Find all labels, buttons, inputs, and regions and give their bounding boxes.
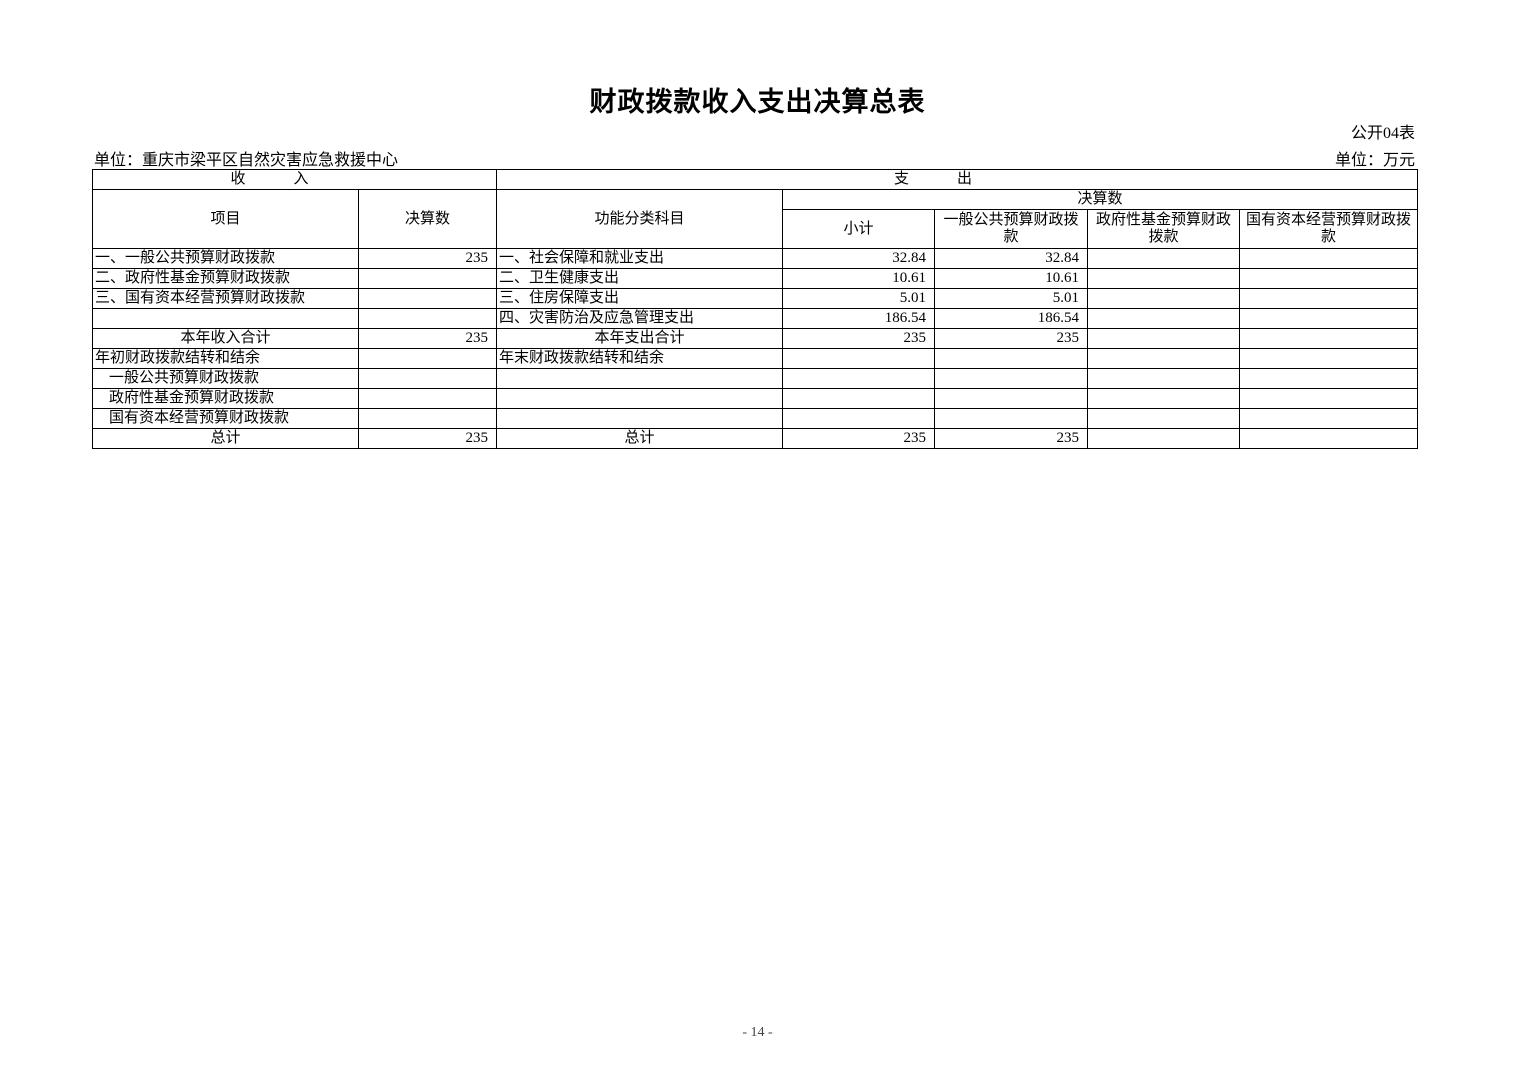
page-title: 财政拨款收入支出决算总表	[589, 87, 926, 117]
header-subtotal: 小计	[782, 209, 936, 249]
income-amount-cell: 235	[357, 428, 498, 449]
general-budget-cell	[934, 408, 1089, 429]
state-capital-cell	[1239, 328, 1419, 349]
state-capital-cell	[1239, 268, 1419, 289]
header-state-capital: 国有资本经营预算财政拨款	[1239, 209, 1419, 249]
general-budget-cell: 10.61	[934, 268, 1089, 289]
header-amount: 决算数	[357, 189, 498, 249]
gov-fund-cell	[1087, 248, 1241, 269]
table-number: 公开04表	[1350, 125, 1415, 142]
unit-organization: 单位：重庆市梁平区自然灾害应急救援中心	[94, 152, 399, 169]
table-row: 二、政府性基金预算财政拨款 二、卫生健康支出 10.61 10.61	[92, 268, 1419, 289]
income-amount-cell: 235	[357, 248, 498, 269]
income-item-cell: 一、一般公共预算财政拨款	[92, 248, 359, 269]
budget-table: 收入 支出 项目 决算数 功能分类科目 决算数 小计 一般公共预算财政拨款 政府…	[91, 169, 1419, 449]
income-item-cell: 政府性基金预算财政拨款	[92, 388, 359, 409]
table-row: 政府性基金预算财政拨款	[92, 388, 1419, 409]
subtotal-cell: 235	[782, 428, 936, 449]
subtotal-cell	[782, 368, 936, 389]
expense-item-cell: 四、灾害防治及应急管理支出	[496, 308, 784, 329]
expense-item-cell: 总计	[496, 428, 784, 449]
gov-fund-cell	[1087, 268, 1241, 289]
header-func-class: 功能分类科目	[496, 189, 784, 249]
income-item-cell: 年初财政拨款结转和结余	[92, 348, 359, 369]
income-amount-cell	[357, 348, 498, 369]
table-row: 年初财政拨款结转和结余 年末财政拨款结转和结余	[92, 348, 1419, 369]
header-final-amount: 决算数	[782, 189, 1419, 210]
table-row: 总计 235 总计 235 235	[92, 428, 1419, 449]
table-row: 三、国有资本经营预算财政拨款 三、住房保障支出 5.01 5.01	[92, 288, 1419, 309]
table-row: 一般公共预算财政拨款	[92, 368, 1419, 389]
gov-fund-cell	[1087, 288, 1241, 309]
header-gov-fund: 政府性基金预算财政拨款	[1087, 209, 1241, 249]
income-amount-cell	[357, 308, 498, 329]
gov-fund-cell	[1087, 388, 1241, 409]
general-budget-cell	[934, 348, 1089, 369]
table-row: 一、一般公共预算财政拨款 235 一、社会保障和就业支出 32.84 32.84	[92, 248, 1419, 269]
income-item-cell: 国有资本经营预算财政拨款	[92, 408, 359, 429]
income-item-cell	[92, 308, 359, 329]
general-budget-cell: 235	[934, 328, 1089, 349]
income-item-cell: 本年收入合计	[92, 328, 359, 349]
income-amount-cell: 235	[357, 328, 498, 349]
subtotal-cell: 186.54	[782, 308, 936, 329]
table-row: 国有资本经营预算财政拨款	[92, 408, 1419, 429]
state-capital-cell	[1239, 368, 1419, 389]
subtotal-cell: 32.84	[782, 248, 936, 269]
gov-fund-cell	[1087, 348, 1241, 369]
subtotal-cell: 235	[782, 328, 936, 349]
state-capital-cell	[1239, 248, 1419, 269]
header-income: 收入	[230, 171, 357, 187]
general-budget-cell: 32.84	[934, 248, 1089, 269]
income-item-cell: 三、国有资本经营预算财政拨款	[92, 288, 359, 309]
general-budget-cell	[934, 388, 1089, 409]
income-amount-cell	[357, 268, 498, 289]
unit-currency: 单位：万元	[1334, 152, 1415, 169]
general-budget-cell: 186.54	[934, 308, 1089, 329]
table-row: 四、灾害防治及应急管理支出 186.54 186.54	[92, 308, 1419, 329]
expense-item-cell	[496, 388, 784, 409]
expense-item-cell: 三、住房保障支出	[496, 288, 784, 309]
state-capital-cell	[1239, 308, 1419, 329]
income-item-cell: 一般公共预算财政拨款	[92, 368, 359, 389]
table-row: 本年收入合计 235 本年支出合计 235 235	[92, 328, 1419, 349]
expense-item-cell: 一、社会保障和就业支出	[496, 248, 784, 269]
subtotal-cell: 10.61	[782, 268, 936, 289]
header-expense: 支出	[894, 171, 1021, 187]
gov-fund-cell	[1087, 428, 1241, 449]
income-amount-cell	[357, 288, 498, 309]
page-number: - 14 -	[742, 1025, 773, 1040]
income-item-cell: 二、政府性基金预算财政拨款	[92, 268, 359, 289]
gov-fund-cell	[1087, 368, 1241, 389]
general-budget-cell	[934, 368, 1089, 389]
state-capital-cell	[1239, 428, 1419, 449]
subtotal-cell	[782, 388, 936, 409]
expense-item-cell	[496, 368, 784, 389]
general-budget-cell: 235	[934, 428, 1089, 449]
subtotal-cell	[782, 348, 936, 369]
state-capital-cell	[1239, 348, 1419, 369]
income-item-cell: 总计	[92, 428, 359, 449]
state-capital-cell	[1239, 388, 1419, 409]
gov-fund-cell	[1087, 408, 1241, 429]
state-capital-cell	[1239, 288, 1419, 309]
income-amount-cell	[357, 388, 498, 409]
subtotal-cell: 5.01	[782, 288, 936, 309]
expense-item-cell: 本年支出合计	[496, 328, 784, 349]
gov-fund-cell	[1087, 328, 1241, 349]
header-general: 一般公共预算财政拨款	[934, 209, 1089, 249]
income-amount-cell	[357, 368, 498, 389]
expense-item-cell: 二、卫生健康支出	[496, 268, 784, 289]
expense-item-cell: 年末财政拨款结转和结余	[496, 348, 784, 369]
gov-fund-cell	[1087, 308, 1241, 329]
income-amount-cell	[357, 408, 498, 429]
subtotal-cell	[782, 408, 936, 429]
general-budget-cell: 5.01	[934, 288, 1089, 309]
header-item: 项目	[92, 189, 359, 249]
expense-item-cell	[496, 408, 784, 429]
state-capital-cell	[1239, 408, 1419, 429]
